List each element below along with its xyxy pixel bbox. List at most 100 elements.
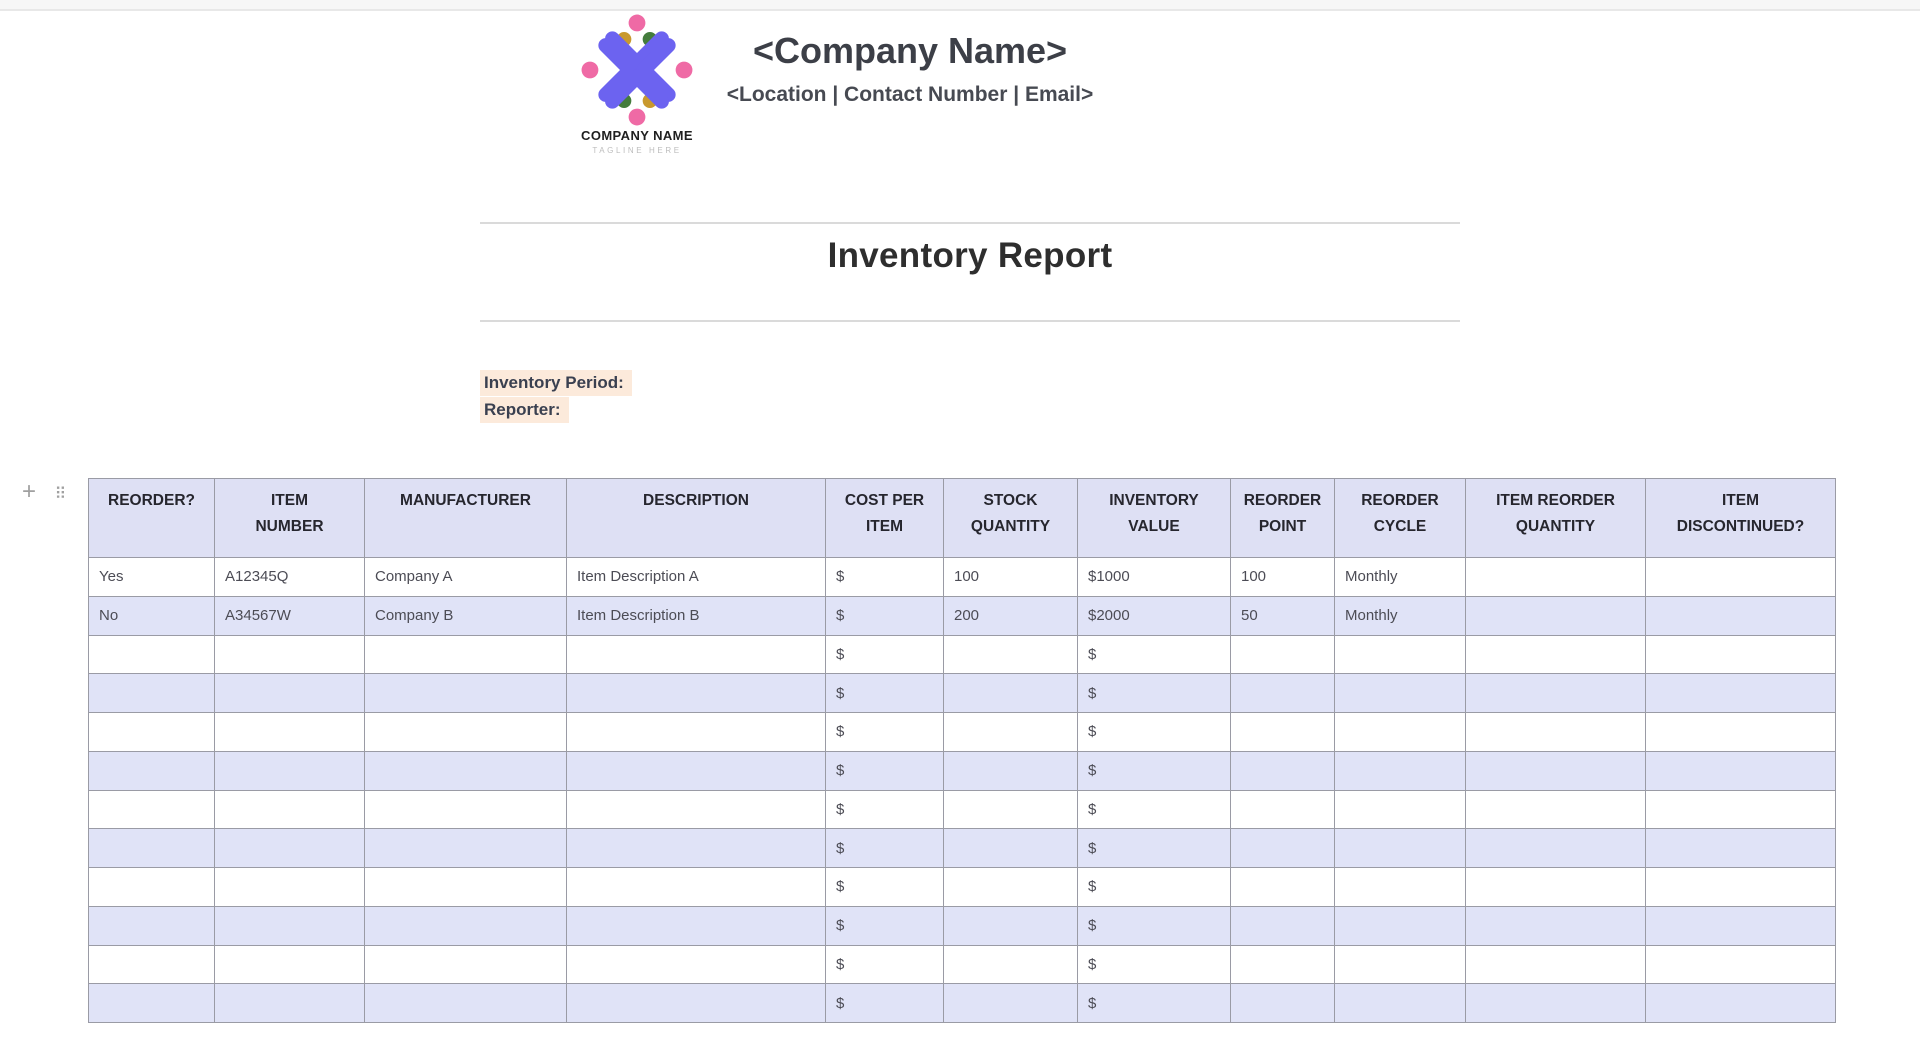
table-cell[interactable]: Company B (364, 595, 567, 636)
table-cell[interactable] (364, 905, 567, 946)
table-cell[interactable] (1230, 789, 1335, 830)
table-cell[interactable]: $ (825, 828, 944, 868)
table-cell[interactable] (214, 905, 365, 946)
table-cell[interactable] (1465, 905, 1646, 946)
table-cell[interactable] (1465, 828, 1646, 868)
table-cell[interactable] (943, 905, 1078, 946)
column-header[interactable]: MANUFACTURER (364, 478, 567, 558)
table-cell[interactable] (1465, 867, 1646, 907)
table-cell[interactable] (214, 983, 365, 1023)
table-cell[interactable] (1334, 828, 1466, 868)
table-cell[interactable]: $ (825, 712, 944, 752)
drag-handle-icon[interactable]: ⠿ (54, 486, 66, 503)
table-cell[interactable]: $ (1077, 828, 1231, 868)
column-header[interactable]: ITEM NUMBER (214, 478, 365, 558)
table-cell[interactable] (566, 673, 826, 713)
table-cell[interactable] (1230, 673, 1335, 713)
table-cell[interactable] (364, 712, 567, 752)
field-reporter[interactable]: Reporter: (480, 397, 569, 423)
table-cell[interactable] (88, 712, 215, 752)
table-cell[interactable]: 50 (1230, 595, 1335, 636)
table-cell[interactable]: Yes (88, 557, 215, 597)
table-cell[interactable]: $1000 (1077, 557, 1231, 597)
table-cell[interactable]: A34567W (214, 595, 365, 636)
table-cell[interactable] (364, 828, 567, 868)
table-cell[interactable] (1645, 557, 1836, 597)
table-cell[interactable] (88, 634, 215, 675)
table-cell[interactable] (1645, 944, 1836, 985)
table-cell[interactable] (566, 905, 826, 946)
table-cell[interactable] (214, 789, 365, 830)
table-cell[interactable] (566, 944, 826, 985)
table-cell[interactable] (943, 789, 1078, 830)
table-cell[interactable]: $ (825, 634, 944, 675)
table-cell[interactable] (566, 789, 826, 830)
column-header[interactable]: ITEM DISCONTINUED? (1645, 478, 1836, 558)
table-cell[interactable]: $ (825, 673, 944, 713)
table-cell[interactable] (566, 712, 826, 752)
table-cell[interactable] (1645, 750, 1836, 791)
table-cell[interactable]: Company A (364, 557, 567, 597)
table-cell[interactable] (88, 983, 215, 1023)
table-cell[interactable] (1465, 557, 1646, 597)
table-cell[interactable] (1645, 789, 1836, 830)
column-header[interactable]: REORDER CYCLE (1334, 478, 1466, 558)
table-cell[interactable] (1230, 712, 1335, 752)
table-cell[interactable]: Item Description B (566, 595, 826, 636)
table-cell[interactable] (1230, 828, 1335, 868)
table-cell[interactable] (566, 983, 826, 1023)
table-cell[interactable] (364, 867, 567, 907)
table-cell[interactable] (943, 944, 1078, 985)
table-cell[interactable]: $ (825, 789, 944, 830)
table-cell[interactable] (1465, 673, 1646, 713)
table-cell[interactable] (1465, 712, 1646, 752)
table-cell[interactable] (364, 789, 567, 830)
table-cell[interactable] (943, 673, 1078, 713)
table-cell[interactable] (1645, 712, 1836, 752)
table-cell[interactable] (364, 750, 567, 791)
column-header[interactable]: COST PER ITEM (825, 478, 944, 558)
table-cell[interactable] (88, 867, 215, 907)
table-cell[interactable] (88, 828, 215, 868)
table-cell[interactable] (1230, 867, 1335, 907)
table-cell[interactable] (1465, 595, 1646, 636)
table-cell[interactable] (88, 789, 215, 830)
table-cell[interactable] (214, 944, 365, 985)
field-inventory-period[interactable]: Inventory Period: (480, 370, 632, 396)
table-cell[interactable]: $ (1077, 867, 1231, 907)
table-cell[interactable] (1645, 828, 1836, 868)
column-header[interactable]: DESCRIPTION (566, 478, 826, 558)
table-cell[interactable] (1334, 867, 1466, 907)
table-cell[interactable]: $ (1077, 944, 1231, 985)
table-cell[interactable] (1334, 673, 1466, 713)
table-cell[interactable]: $ (1077, 673, 1231, 713)
table-cell[interactable] (1465, 789, 1646, 830)
table-cell[interactable] (943, 712, 1078, 752)
table-cell[interactable] (566, 828, 826, 868)
table-cell[interactable] (1334, 983, 1466, 1023)
table-cell[interactable] (1230, 944, 1335, 985)
table-cell[interactable]: Item Description A (566, 557, 826, 597)
table-cell[interactable] (1230, 983, 1335, 1023)
table-cell[interactable]: $ (1077, 712, 1231, 752)
table-cell[interactable] (1334, 634, 1466, 675)
table-cell[interactable] (364, 983, 567, 1023)
table-cell[interactable]: $ (825, 750, 944, 791)
column-header[interactable]: INVENTORY VALUE (1077, 478, 1231, 558)
table-cell[interactable] (214, 828, 365, 868)
table-cell[interactable] (364, 673, 567, 713)
table-cell[interactable] (364, 944, 567, 985)
table-cell[interactable] (1334, 944, 1466, 985)
table-cell[interactable] (88, 750, 215, 791)
table-cell[interactable] (566, 750, 826, 791)
column-header[interactable]: STOCK QUANTITY (943, 478, 1078, 558)
column-header[interactable]: REORDER? (88, 478, 215, 558)
table-cell[interactable] (88, 944, 215, 985)
table-cell[interactable]: 200 (943, 595, 1078, 636)
add-row-button[interactable]: + (22, 478, 37, 505)
table-cell[interactable] (1334, 905, 1466, 946)
table-cell[interactable]: $ (1077, 634, 1231, 675)
table-cell[interactable] (214, 712, 365, 752)
table-cell[interactable] (88, 673, 215, 713)
table-cell[interactable] (1645, 634, 1836, 675)
